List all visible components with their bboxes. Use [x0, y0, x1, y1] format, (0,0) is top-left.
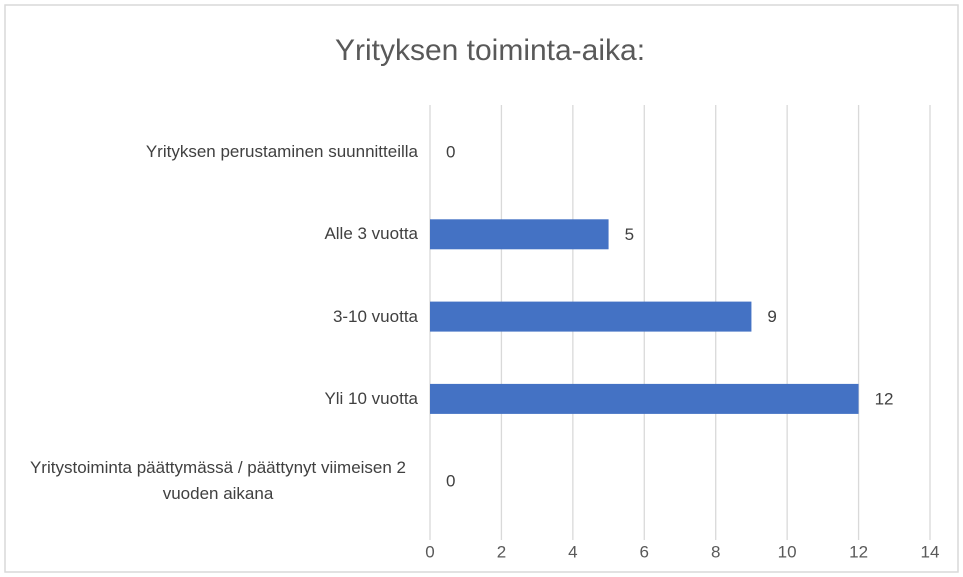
x-tick-label: 4 — [568, 542, 577, 561]
chart-title: Yrityksen toiminta-aika: — [335, 34, 645, 67]
x-tick-label: 0 — [425, 542, 434, 561]
bar — [430, 301, 752, 332]
bar — [430, 219, 609, 250]
data-label: 0 — [446, 142, 455, 161]
y-tick-label-text: Yli 10 vuotta — [324, 388, 418, 408]
y-tick-label-text: Alle 3 vuotta — [324, 224, 418, 244]
y-tick-label-text: Yrityksen perustaminen suunnitteilla — [145, 142, 418, 161]
data-label: 0 — [446, 472, 455, 491]
bar — [430, 383, 859, 414]
y-tick-label: 3-10 vuotta — [18, 304, 418, 330]
x-tick-label: 10 — [778, 542, 797, 561]
chart-border — [4, 4, 959, 573]
y-tick-label: Yritystoiminta päättymässä / päättynyt v… — [18, 455, 418, 507]
x-tick-label: 12 — [849, 542, 868, 561]
x-tick-label: 14 — [921, 542, 940, 561]
y-tick-label: Yrityksen perustaminen suunnitteilla — [18, 139, 418, 165]
data-label: 12 — [875, 389, 894, 408]
x-tick-label: 8 — [711, 542, 720, 561]
x-tick-label: 6 — [640, 542, 649, 561]
data-label: 5 — [625, 225, 634, 244]
y-tick-label-text: Yritystoiminta päättymässä / päättynyt v… — [29, 458, 407, 504]
x-tick-label: 2 — [497, 542, 506, 561]
y-tick-label: Alle 3 vuotta — [18, 221, 418, 247]
data-label: 9 — [767, 307, 776, 326]
y-tick-label: Yli 10 vuotta — [18, 386, 418, 412]
y-tick-label-text: 3-10 vuotta — [332, 306, 418, 326]
